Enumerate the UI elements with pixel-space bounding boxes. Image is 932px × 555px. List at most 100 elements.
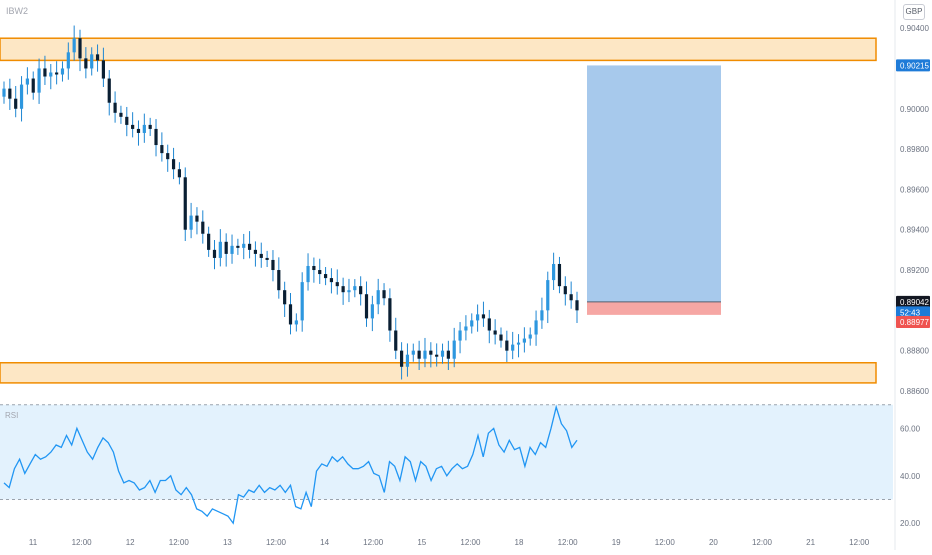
stop-area [587, 301, 721, 315]
price-tick-label: 0.89400 [900, 226, 929, 235]
time-tick-label: 12:00 [169, 538, 190, 547]
candle-body [493, 330, 497, 335]
candle-body [218, 241, 222, 258]
candle-body [300, 282, 304, 321]
rsi-tick-label: 20.00 [900, 519, 921, 528]
candle-body [534, 320, 538, 335]
candle-body [119, 112, 123, 117]
candle-body [528, 334, 532, 339]
candle-body [84, 58, 88, 69]
price-tick-label: 0.88800 [900, 347, 929, 356]
candle-body [148, 124, 152, 129]
candle-body [66, 52, 70, 69]
candle-body [323, 274, 328, 279]
candle-body [271, 259, 275, 271]
candle-body [212, 249, 217, 258]
rsi-tick-label: 60.00 [900, 424, 921, 433]
candle-body [487, 318, 491, 331]
resistance-zone [0, 37, 877, 62]
rsi-tick-label: 40.00 [900, 472, 921, 481]
candle-body [107, 78, 111, 103]
last-price-badge [896, 295, 930, 308]
time-tick-label: 13 [223, 538, 232, 547]
candle-body [516, 342, 521, 345]
time-tick-label: 12 [126, 538, 135, 547]
candle-body [31, 78, 35, 93]
candle-body [552, 263, 556, 281]
candle-body [49, 72, 53, 77]
candle-body [511, 344, 515, 351]
candle-body [417, 350, 421, 359]
candle-body [195, 215, 199, 222]
candle-body [236, 245, 240, 248]
candle-body [364, 294, 369, 319]
candle-body [341, 286, 345, 293]
candle-body [540, 310, 544, 321]
candle-body [136, 128, 141, 133]
time-tick-label: 15 [417, 538, 426, 547]
candle-body [306, 265, 310, 283]
time-tick-label: 12:00 [558, 538, 579, 547]
candle-body [113, 102, 117, 113]
time-axis: 11 12:00 12 12:00 13 12:00 14 12:00 15 12:00 18 12:… [29, 538, 870, 547]
candle-body [160, 145, 164, 154]
time-tick-label: 20 [709, 538, 718, 547]
candle-body [43, 68, 47, 77]
target-area [587, 65, 721, 302]
price-tick-label: 0.88600 [900, 387, 929, 396]
candle-body [557, 263, 562, 287]
time-tick-label: 12:00 [72, 538, 93, 547]
candle-body [154, 128, 158, 146]
time-tick-label: 14 [320, 538, 329, 547]
price-tick-label: 0.89800 [900, 145, 929, 154]
time-tick-label: 12:00 [655, 538, 676, 547]
candle-body [166, 153, 170, 160]
candle-body [8, 88, 12, 99]
candle-body [312, 265, 316, 271]
candle-body [376, 290, 380, 305]
candle-body [353, 286, 357, 291]
candle-body [452, 340, 456, 359]
candle-body [458, 330, 462, 341]
candles-layer [2, 25, 579, 380]
timer-price-label: 52:43 [900, 308, 921, 317]
candle-body [423, 350, 427, 359]
last-price-label: 0.89042 [900, 298, 929, 307]
target-price-badge [896, 59, 930, 72]
symbol-label: IBW2 [6, 6, 29, 16]
candle-body [388, 298, 392, 331]
target-price-label: 0.90215 [900, 61, 929, 70]
price-tick-label: 0.89600 [900, 185, 929, 194]
candle-body [429, 350, 433, 355]
candle-body [125, 116, 129, 125]
candle-body [499, 334, 503, 341]
candle-body [288, 304, 293, 325]
candle-body [394, 330, 398, 351]
candle-body [14, 98, 18, 109]
candle-body [265, 257, 269, 260]
position-tool [587, 65, 721, 315]
candle-body [318, 270, 322, 275]
candle-body [90, 54, 94, 69]
currency-button[interactable]: GBP [903, 4, 925, 20]
candle-body [440, 350, 445, 357]
candle-body [37, 68, 41, 93]
candle-body [370, 304, 374, 319]
candle-body [2, 88, 6, 97]
rsi-band [0, 404, 893, 500]
time-tick-label: 12:00 [849, 538, 870, 547]
candle-body [253, 249, 258, 254]
candle-body [259, 253, 263, 258]
candle-body [242, 243, 246, 248]
candle-body [522, 338, 526, 343]
candle-body [72, 38, 76, 53]
candle-body [207, 233, 211, 250]
candle-body [283, 290, 287, 305]
candle-body [399, 350, 404, 367]
timer-price-badge [896, 306, 930, 319]
candle-body [575, 300, 579, 311]
rsi-pane: RSI 60.00 40.00 20.00 [0, 404, 921, 528]
candle-body [563, 286, 567, 295]
